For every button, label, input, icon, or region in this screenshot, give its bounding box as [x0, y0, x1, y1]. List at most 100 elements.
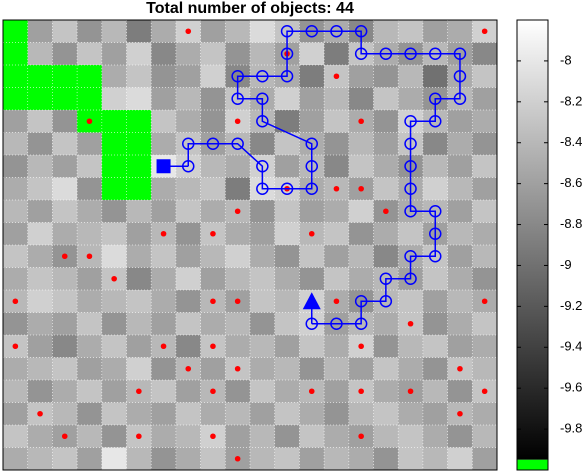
- cell: [52, 380, 78, 403]
- cell: [373, 155, 399, 178]
- cell: [348, 402, 374, 426]
- cell: [3, 20, 28, 43]
- cell: [398, 87, 424, 111]
- cell: [101, 155, 127, 178]
- cell: [101, 402, 127, 426]
- cell: [447, 335, 473, 358]
- cell: [52, 402, 78, 426]
- cell: [101, 132, 127, 156]
- cell: [225, 425, 251, 448]
- cell: [274, 425, 300, 448]
- path-node: [256, 115, 269, 128]
- cell: [101, 87, 127, 111]
- cell: [324, 132, 350, 156]
- object: [136, 388, 142, 395]
- cell: [422, 132, 448, 156]
- cell: [447, 267, 473, 291]
- cell: [126, 20, 152, 43]
- cell: [447, 425, 473, 448]
- cell: [447, 447, 473, 471]
- cell: [126, 335, 152, 358]
- cell: [348, 65, 374, 88]
- cell: [250, 200, 275, 223]
- cell: [398, 290, 424, 313]
- cell: [151, 357, 177, 381]
- cell: [151, 87, 177, 111]
- cell: [447, 200, 473, 223]
- cell: [52, 200, 78, 223]
- object: [234, 455, 241, 462]
- object: [12, 298, 19, 305]
- path-node: [354, 317, 368, 330]
- cell: [225, 402, 251, 426]
- cell: [225, 222, 251, 246]
- cell: [324, 245, 350, 268]
- cell: [126, 110, 152, 133]
- cell: [373, 87, 399, 111]
- cell: [27, 335, 53, 358]
- cell: [250, 132, 275, 156]
- object: [358, 185, 364, 192]
- colorbar-tick-label: -9.8: [560, 421, 582, 436]
- cell: [274, 200, 300, 223]
- cell: [472, 65, 498, 88]
- cell: [27, 357, 53, 381]
- cell: [175, 177, 201, 201]
- object: [86, 118, 93, 125]
- object: [61, 433, 68, 440]
- cell: [27, 177, 53, 201]
- colorbar-obstacle: [517, 459, 548, 470]
- cell: [472, 222, 498, 246]
- cell: [27, 245, 53, 268]
- cell: [422, 402, 448, 426]
- cell: [447, 20, 473, 43]
- cell: [151, 200, 177, 223]
- cell: [27, 425, 53, 448]
- cell: [422, 380, 448, 403]
- cell: [348, 200, 374, 223]
- object: [234, 365, 241, 372]
- cell: [126, 222, 152, 246]
- path-node: [354, 295, 368, 308]
- cell: [175, 267, 201, 291]
- cell: [175, 447, 201, 471]
- cell: [225, 380, 251, 403]
- cell: [274, 87, 300, 111]
- cell: [373, 380, 399, 403]
- cell: [373, 20, 399, 43]
- cell: [52, 65, 78, 88]
- path-node: [256, 70, 269, 83]
- cell: [348, 155, 374, 178]
- cell: [348, 447, 374, 471]
- cell: [324, 110, 350, 133]
- cell: [126, 402, 152, 426]
- cell: [77, 222, 103, 246]
- cell: [52, 222, 78, 246]
- cell: [126, 42, 152, 66]
- path-node: [280, 47, 294, 60]
- path-node: [404, 137, 417, 150]
- cell: [27, 110, 53, 133]
- cell: [373, 132, 399, 156]
- cell: [175, 155, 201, 178]
- cell: [175, 425, 201, 448]
- cell: [274, 312, 300, 336]
- cell: [52, 110, 78, 133]
- cell: [324, 335, 350, 358]
- goal-marker: [302, 292, 321, 310]
- path-node: [305, 160, 318, 173]
- cell: [472, 245, 498, 268]
- object: [210, 433, 216, 440]
- cell: [398, 20, 424, 43]
- path-node: [453, 92, 467, 105]
- cell: [472, 87, 498, 111]
- cell: [52, 20, 78, 43]
- cell: [472, 110, 498, 133]
- cell: [200, 155, 226, 178]
- cell: [225, 20, 251, 43]
- cell: [250, 267, 275, 291]
- cell: [151, 425, 177, 448]
- cell: [200, 200, 226, 223]
- cell: [447, 312, 473, 336]
